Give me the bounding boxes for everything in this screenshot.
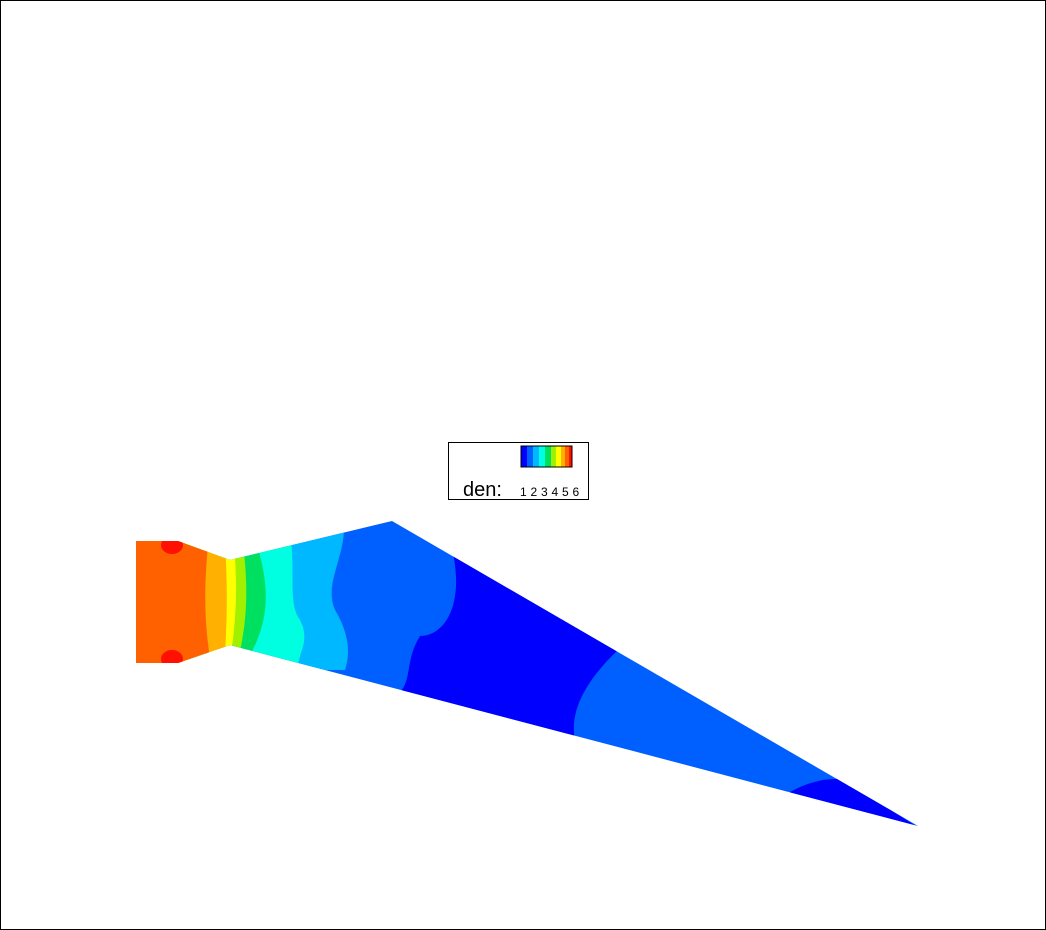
color-band [533, 446, 539, 467]
color-band [527, 446, 533, 467]
color-band [561, 446, 565, 467]
tick-label: 2 [531, 485, 538, 499]
color-band [565, 446, 569, 467]
color-bar-border [520, 445, 573, 468]
color-band [539, 446, 545, 467]
tick-label: 1 [520, 485, 527, 499]
legend-label: den: [463, 479, 502, 501]
color-band [545, 446, 551, 467]
color-band [521, 446, 527, 467]
region [136, 521, 212, 670]
tick-label: 3 [541, 485, 548, 499]
color-bar [520, 445, 573, 468]
tick-label: 4 [552, 485, 559, 499]
tick-label: 6 [573, 485, 580, 499]
color-band [551, 446, 556, 467]
color-band [569, 446, 572, 467]
tick-label: 5 [562, 485, 569, 499]
color-band [556, 446, 561, 467]
